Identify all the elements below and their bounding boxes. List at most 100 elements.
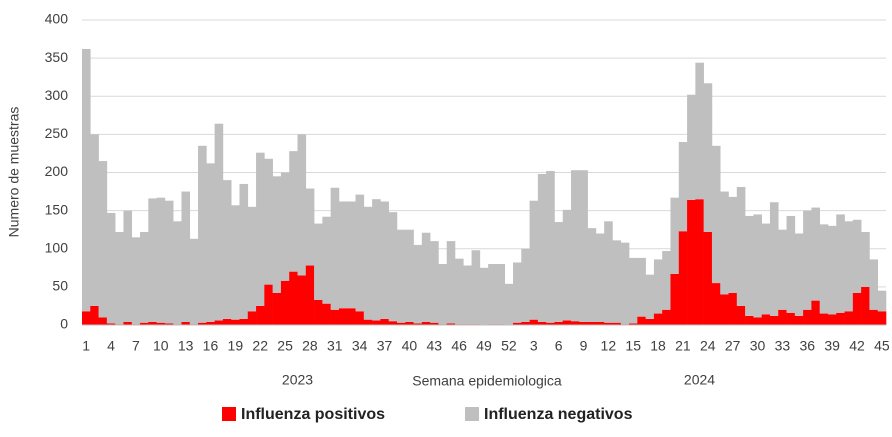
bar-segment: [90, 134, 99, 306]
bar-segment: [529, 319, 539, 325]
bar-segment: [645, 274, 655, 319]
x-tick-label: 39: [824, 338, 840, 354]
bar-segment: [173, 221, 182, 325]
y-tick-label: 150: [45, 201, 69, 217]
bar-segment: [115, 231, 124, 325]
y-tick-label: 400: [45, 11, 69, 27]
bar-segment: [579, 170, 588, 322]
bar-segment: [687, 94, 696, 200]
legend-swatch: [465, 407, 479, 421]
bar-segment: [305, 188, 315, 266]
bar-segment: [198, 322, 207, 325]
bar-segment: [396, 229, 406, 323]
bar-segment: [239, 183, 249, 319]
x-tick-label: 27: [725, 338, 741, 354]
x-tick-label: 7: [132, 338, 140, 354]
bar-segment: [595, 321, 605, 325]
bar-segment: [595, 233, 605, 322]
bar-segment: [289, 271, 298, 325]
bar-segment: [314, 299, 323, 325]
x-tick-label: 1: [82, 338, 90, 354]
bar-segment: [131, 237, 141, 325]
x-tick-label: 28: [302, 338, 318, 354]
bar-segment: [877, 290, 887, 312]
bar-segment: [322, 303, 331, 325]
bar-segment: [778, 229, 787, 310]
bar-segment: [421, 232, 431, 322]
bar-segment: [388, 212, 398, 322]
x-tick-label: 49: [476, 338, 492, 354]
bar-segment: [164, 200, 174, 324]
bar-segment: [869, 259, 879, 310]
bar-segment: [363, 319, 373, 325]
bar-segment: [629, 323, 638, 325]
x-tick-label: 4: [107, 338, 115, 354]
bar-segment: [355, 194, 365, 312]
bar-segment: [745, 315, 754, 325]
bar-segment: [106, 323, 116, 325]
bar-segment: [297, 134, 307, 276]
bar-segment: [330, 187, 340, 310]
bar-segment: [778, 309, 787, 325]
bar-segment: [861, 286, 870, 325]
bar-segment: [736, 305, 746, 325]
bar-segment: [571, 321, 580, 325]
bar-segment: [852, 292, 862, 325]
x-tick-label: 22: [252, 338, 268, 354]
bar-segment: [347, 308, 356, 325]
bar-segment: [289, 151, 298, 272]
bar-segment: [554, 321, 564, 325]
bar-segment: [106, 212, 116, 324]
legend-label: Influenza positivos: [241, 406, 385, 423]
bar-segment: [769, 202, 779, 316]
bar-segment: [711, 145, 721, 284]
bar-segment: [562, 209, 572, 321]
bar-segment: [471, 250, 481, 325]
x-tick-label: 31: [327, 338, 343, 354]
bar-segment: [98, 161, 108, 318]
bar-segment: [620, 242, 630, 325]
bar-segment: [421, 321, 431, 325]
y-tick-label: 100: [45, 239, 69, 255]
bar-segment: [140, 322, 149, 325]
x-tick-label: 15: [625, 338, 641, 354]
bar-segment: [604, 221, 613, 323]
bar-segment: [662, 309, 671, 325]
bar-segment: [537, 321, 547, 325]
bar-segment: [479, 267, 489, 325]
bar-segment: [256, 305, 265, 325]
bar-segment: [214, 320, 224, 325]
bar-segment: [761, 223, 771, 315]
bar-segment: [82, 48, 91, 312]
bar-segment: [836, 312, 845, 325]
bar-segment: [355, 311, 365, 325]
bar-segment: [164, 323, 174, 325]
bar-segment: [247, 311, 257, 325]
x-group-label: 2023: [282, 372, 313, 388]
bar-segment: [794, 233, 804, 316]
bar-segment: [496, 264, 506, 325]
x-tick-label: 46: [451, 338, 467, 354]
bar-segment: [819, 224, 829, 314]
bar-segment: [438, 264, 448, 325]
y-tick-label: 350: [45, 49, 69, 65]
bar-segment: [803, 309, 812, 325]
y-tick-label: 300: [45, 87, 69, 103]
bar-segment: [571, 170, 580, 322]
bar-segment: [612, 322, 622, 325]
x-tick-label: 30: [750, 338, 766, 354]
bar-segment: [256, 152, 265, 306]
bar-segment: [554, 222, 564, 322]
bar-segment: [280, 172, 290, 281]
x-tick-label: 25: [277, 338, 293, 354]
bar-segment: [521, 321, 530, 325]
bar-segment: [819, 313, 829, 325]
bar-segment: [380, 318, 389, 325]
bar-segment: [413, 323, 423, 325]
x-tick-label: 6: [555, 338, 563, 354]
bar-segment: [123, 210, 133, 322]
bar-segment: [148, 198, 157, 322]
bar-segment: [653, 259, 663, 314]
bar-segment: [388, 321, 398, 325]
bar-segment: [546, 170, 555, 323]
